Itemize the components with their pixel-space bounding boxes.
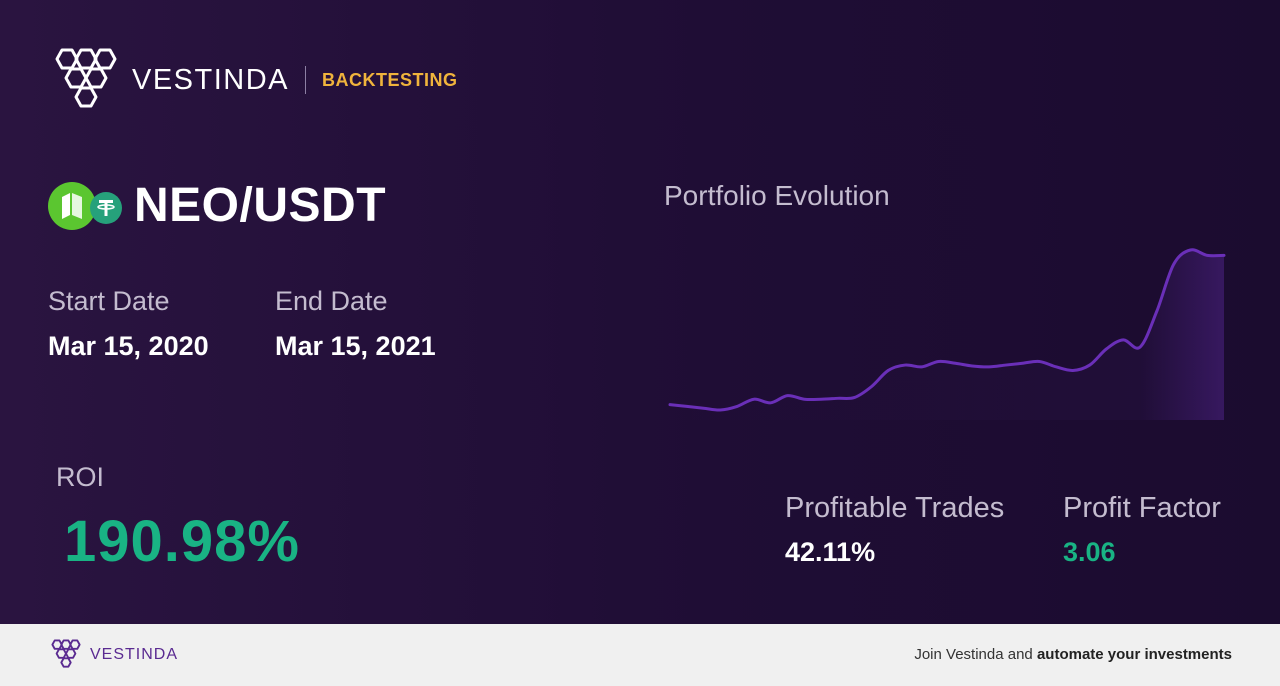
portfolio-area	[670, 249, 1224, 420]
profit-factor-value: 3.06	[1063, 537, 1116, 567]
footer-cta-prefix: Join Vestinda and	[914, 646, 1037, 663]
vestinda-footer-logo-icon	[51, 639, 81, 668]
profitable-trades-value: 42.11%	[785, 537, 876, 567]
profit-factor-label: Profit Factor	[1063, 492, 1221, 524]
roi-label: ROI	[56, 462, 105, 492]
brand-divider	[305, 66, 307, 94]
footer: VESTINDA Join Vestinda and automate your…	[0, 624, 1280, 686]
profitable-trades-stat: Profitable Trades 42.11%	[785, 492, 1004, 568]
profitable-trades-label: Profitable Trades	[785, 492, 1005, 524]
chart-title: Portfolio Evolution	[664, 180, 890, 211]
neo-coin-icon	[48, 181, 96, 230]
brand-header: VESTINDA BACKTESTING	[48, 46, 458, 114]
footer-logo[interactable]: VESTINDA	[48, 639, 178, 670]
end-date-label: End Date	[275, 286, 388, 316]
vestinda-logo-icon	[55, 48, 117, 108]
portfolio-chart	[668, 248, 1226, 420]
end-date-value: Mar 15, 2021	[275, 331, 436, 361]
pair-name: NEO/USDT	[134, 179, 387, 232]
footer-cta-bold: automate your investments	[1036, 646, 1232, 663]
brand-tag: BACKTESTING	[322, 69, 458, 90]
portfolio-line	[668, 248, 1226, 412]
start-date-label: Start Date	[48, 286, 170, 316]
start-date-block: Start Date Mar 15, 2020	[48, 286, 209, 362]
brand-name: VESTINDA	[132, 63, 290, 96]
backtest-card: VESTINDA BACKTESTING NEO/USDT Start Date…	[0, 0, 1280, 624]
end-date-block: End Date Mar 15, 2021	[275, 286, 436, 362]
footer-cta[interactable]: Join Vestinda and automate your investme…	[914, 646, 1232, 663]
roi-value: 190.98%	[64, 509, 300, 574]
footer-brand: VESTINDA	[90, 645, 179, 663]
start-date-value: Mar 15, 2020	[48, 331, 209, 361]
trading-pair: NEO/USDT	[48, 178, 386, 233]
usdt-coin-icon	[90, 191, 122, 224]
profit-factor-stat: Profit Factor 3.06	[1063, 492, 1221, 568]
